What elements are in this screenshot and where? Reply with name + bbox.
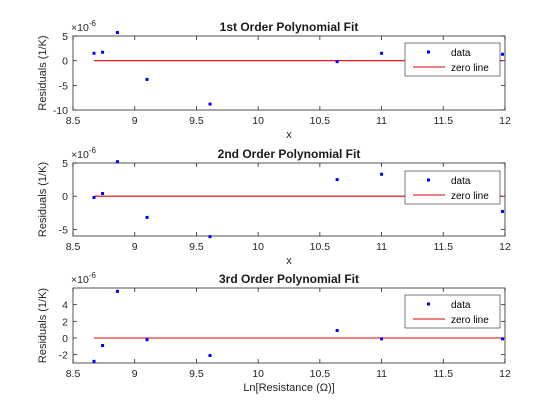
data-point	[208, 102, 212, 106]
data-point	[335, 60, 339, 64]
x-tick-label: 8.5	[66, 115, 81, 127]
y-exponent-label: ×10-6	[71, 271, 96, 286]
legend-data-marker	[427, 302, 430, 306]
legend-label-data: data	[451, 176, 471, 187]
data-point	[101, 50, 105, 54]
legend: data zero line	[404, 42, 501, 77]
x-tick-label: 9	[132, 241, 138, 253]
legend-box	[404, 42, 501, 77]
x-tick-label: 9	[132, 115, 138, 127]
x-tick-label: 11	[376, 115, 387, 127]
data-point	[208, 235, 212, 239]
y-tick-label: 0	[62, 333, 68, 345]
data-point	[208, 354, 212, 357]
y-tick-label: 2	[62, 316, 68, 328]
x-tick-label: 10.5	[310, 368, 331, 380]
legend-label-data: data	[451, 48, 471, 59]
data-point	[380, 337, 384, 341]
x-tick-label: 11.5	[433, 241, 453, 253]
y-exponent-label: ×10-6	[71, 19, 96, 34]
y-tick-label: -5	[59, 80, 68, 92]
x-tick-label: 10	[252, 115, 264, 127]
y-tick-label: -5	[59, 224, 68, 236]
y-axis-label: Residuals (1/K)	[37, 35, 49, 110]
legend: data zero line	[404, 170, 501, 205]
data-point	[501, 337, 505, 341]
legend-label-zero-line: zero line	[451, 315, 489, 326]
x-tick-label: 10.5	[310, 241, 331, 253]
y-axis-label: Residuals (1/K)	[37, 162, 49, 237]
y-tick-label: 5	[62, 31, 68, 43]
x-tick-label: 10.5	[310, 115, 331, 127]
x-tick-label: 11.5	[433, 115, 453, 127]
x-tick-label: 9.5	[189, 241, 204, 253]
x-tick-label: 8.5	[66, 368, 81, 380]
data-point	[380, 172, 384, 176]
data-point	[92, 196, 96, 200]
data-point	[101, 192, 105, 196]
x-tick-label: 11.5	[433, 368, 453, 380]
data-point	[101, 344, 105, 347]
legend-box	[404, 170, 501, 205]
data-point	[115, 160, 119, 164]
y-tick-label: 5	[62, 158, 68, 170]
x-tick-label: 9	[132, 368, 138, 380]
data-point	[115, 31, 119, 35]
data-point	[115, 289, 119, 293]
y-tick-label: 0	[62, 56, 68, 68]
x-tick-label: 9.5	[189, 368, 204, 380]
legend-label-zero-line: zero line	[451, 63, 489, 74]
x-axis-label: x	[286, 255, 292, 267]
legend-label-zero-line: zero line	[451, 191, 489, 202]
chart-title: 2nd Order Polynomial Fit	[218, 147, 361, 161]
data-point	[380, 51, 384, 55]
legend: data zero line	[404, 294, 501, 329]
chart-panel-1: 1st Order Polynomial Fit 8.5 9 9.5 10 10.5 11 1…	[37, 19, 511, 141]
y-tick-label: -2	[59, 350, 68, 362]
data-point	[145, 77, 149, 81]
y-axis-label: Residuals (1/K)	[37, 288, 49, 363]
x-axis-label: Ln[Resistance (Ω)]	[243, 382, 334, 394]
y-tick-label: 4	[62, 300, 68, 312]
data-point	[335, 178, 339, 182]
chart-title: 1st Order Polynomial Fit	[220, 20, 359, 34]
data-point	[501, 52, 505, 56]
y-tick-label: -10	[53, 105, 68, 117]
data-point	[335, 329, 339, 332]
data-point	[92, 51, 96, 55]
x-tick-label: 10	[252, 241, 264, 253]
y-tick-label: 0	[62, 191, 68, 203]
x-tick-label: 12	[499, 115, 511, 127]
legend-data-marker	[427, 178, 430, 182]
data-point	[501, 209, 505, 213]
legend-box	[404, 294, 501, 329]
x-tick-label: 11	[376, 368, 387, 380]
x-tick-label: 11	[376, 241, 387, 253]
legend-label-data: data	[451, 300, 471, 311]
data-point	[145, 338, 149, 342]
data-point	[145, 215, 149, 219]
x-tick-label: 12	[499, 241, 511, 253]
data-point	[92, 359, 96, 363]
legend-data-marker	[427, 50, 430, 54]
chart-panel-3: 3rd Order Polynomial Fit 8.5 9 9.5 10 10.5 11 1…	[37, 271, 511, 394]
x-tick-label: 12	[499, 368, 511, 380]
x-axis-label: x	[286, 129, 292, 141]
chart-panel-2: 2nd Order Polynomial Fit 8.5 9 9.5 10 10.5 11 1…	[37, 146, 511, 267]
x-tick-label: 10	[252, 368, 264, 380]
chart-title: 3rd Order Polynomial Fit	[219, 272, 359, 286]
x-tick-label: 9.5	[189, 115, 204, 127]
y-exponent-label: ×10-6	[71, 146, 96, 161]
x-tick-label: 8.5	[66, 241, 81, 253]
